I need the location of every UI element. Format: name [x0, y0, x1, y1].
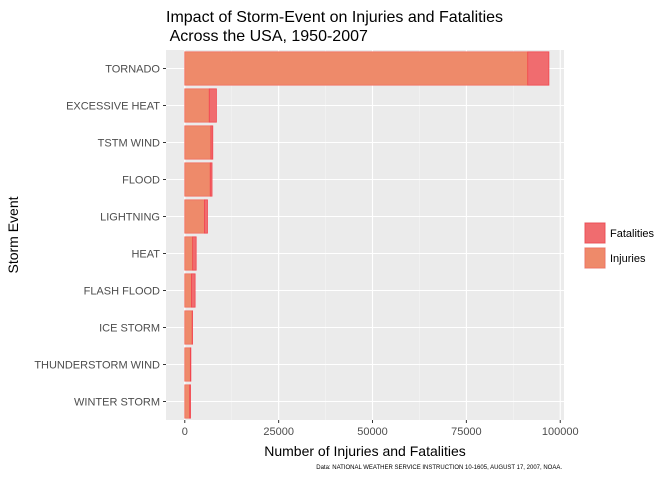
- y-tick-label: THUNDERSTORM WIND: [34, 360, 160, 372]
- bar-injuries: [184, 162, 211, 197]
- x-tick-label: 0: [182, 426, 188, 438]
- bars: [184, 51, 550, 419]
- bar-injuries: [184, 51, 529, 86]
- y-tick-label: LIGHTNING: [100, 212, 160, 224]
- legend-label-fatalities: Fatalities: [610, 228, 655, 240]
- y-tick-label: EXCESSIVE HEAT: [66, 101, 160, 113]
- bar-injuries: [184, 273, 192, 308]
- legend: Fatalities Injuries: [584, 222, 655, 269]
- x-axis-title: Number of Injuries and Fatalities: [264, 443, 466, 459]
- x-tick-label: 50000: [357, 426, 388, 438]
- x-tick-label: 25000: [263, 426, 294, 438]
- x-axis: 0 25000 50000 75000 100000: [182, 420, 579, 438]
- bar-injuries: [184, 88, 210, 123]
- y-tick-label: FLASH FLOOD: [84, 286, 160, 298]
- bar-injuries: [184, 236, 194, 271]
- bar-injuries: [184, 125, 212, 160]
- bar-injuries: [184, 310, 193, 345]
- legend-key-injuries: [584, 247, 606, 269]
- chart-title-line1: Impact of Storm-Event on Injuries and Fa…: [166, 9, 503, 26]
- bar-fatalities: [209, 162, 213, 197]
- y-tick-label: TSTM WIND: [98, 138, 160, 150]
- bar-injuries: [184, 199, 205, 234]
- bar-fatalities: [204, 199, 208, 234]
- y-tick-label: HEAT: [131, 249, 160, 261]
- bar-injuries: [184, 347, 191, 382]
- bar-fatalities: [210, 125, 214, 160]
- legend-label-injuries: Injuries: [610, 253, 646, 265]
- bar-fatalities: [189, 384, 191, 419]
- x-tick-label: 100000: [542, 426, 579, 438]
- bar-injuries: [184, 384, 191, 419]
- plot-panel: [166, 50, 564, 420]
- bar-fatalities: [208, 88, 217, 123]
- y-tick-label: WINTER STORM: [74, 397, 160, 409]
- chart-title-line2: Across the USA, 1950-2007: [166, 28, 368, 45]
- x-tick-label: 75000: [451, 426, 482, 438]
- y-tick-label: FLOOD: [122, 175, 160, 187]
- data-caption: Data: NATIONAL WEATHER SERVICE INSTRUCTI…: [316, 465, 562, 471]
- y-axis-title: Storm Event: [5, 196, 21, 273]
- bar-fatalities: [527, 51, 550, 86]
- y-tick-label: TORNADO: [105, 64, 160, 76]
- y-axis: TORNADO EXCESSIVE HEAT TSTM WIND FLOOD LIGHT…: [34, 64, 166, 409]
- legend-key-fatalities: [584, 222, 606, 244]
- y-tick-label: ICE STORM: [99, 323, 160, 335]
- bar-fatalities: [191, 273, 196, 308]
- bar-fatalities: [192, 236, 197, 271]
